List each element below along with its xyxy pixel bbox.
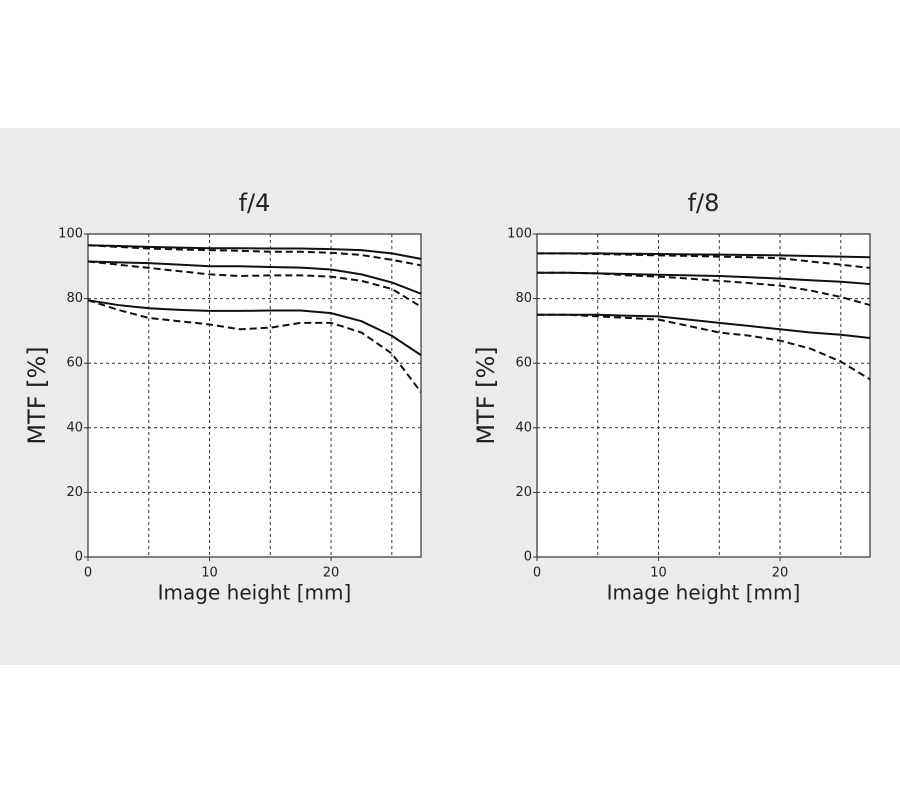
y-tick-label: 20 (66, 485, 83, 500)
chart-title: f/8 (688, 189, 720, 217)
y-tick-label: 100 (58, 227, 83, 242)
plot-area (537, 234, 870, 557)
x-tick-label: 0 (84, 566, 92, 581)
y-tick-label: 80 (515, 291, 532, 306)
y-tick-label: 40 (66, 420, 83, 435)
y-tick-label: 60 (515, 356, 532, 371)
x-tick-label: 20 (772, 566, 789, 581)
x-tick-label: 10 (201, 566, 218, 581)
plot-area (88, 234, 421, 557)
y-tick-label: 0 (524, 550, 532, 565)
mtf-line (537, 313, 871, 339)
y-axis-label: MTF [%] (23, 346, 51, 444)
y-tick-label: 20 (515, 485, 532, 500)
mtf-line (537, 271, 871, 307)
mtf-line (87, 299, 422, 356)
x-tick-label: 0 (533, 566, 541, 581)
y-axis-label: MTF [%] (472, 346, 500, 444)
y-tick-label: 100 (507, 227, 532, 242)
chart-title: f/4 (239, 189, 271, 217)
x-tick-label: 20 (323, 566, 340, 581)
mtf-line (87, 244, 422, 267)
mtf-line (87, 244, 422, 260)
mtf-line (537, 313, 871, 381)
y-tick-label: 40 (515, 420, 532, 435)
mtf-line (87, 260, 422, 295)
mtf-line (87, 299, 422, 393)
plot-frame (536, 233, 871, 558)
x-axis-label: Image height [mm] (158, 581, 352, 605)
y-tick-label: 80 (66, 291, 83, 306)
y-tick-label: 60 (66, 356, 83, 371)
x-tick-label: 10 (650, 566, 667, 581)
mtf-line (537, 252, 871, 269)
y-tick-label: 0 (75, 550, 83, 565)
mtf-line (87, 260, 422, 308)
x-axis-label: Image height [mm] (607, 581, 801, 605)
plot-frame (87, 233, 422, 558)
